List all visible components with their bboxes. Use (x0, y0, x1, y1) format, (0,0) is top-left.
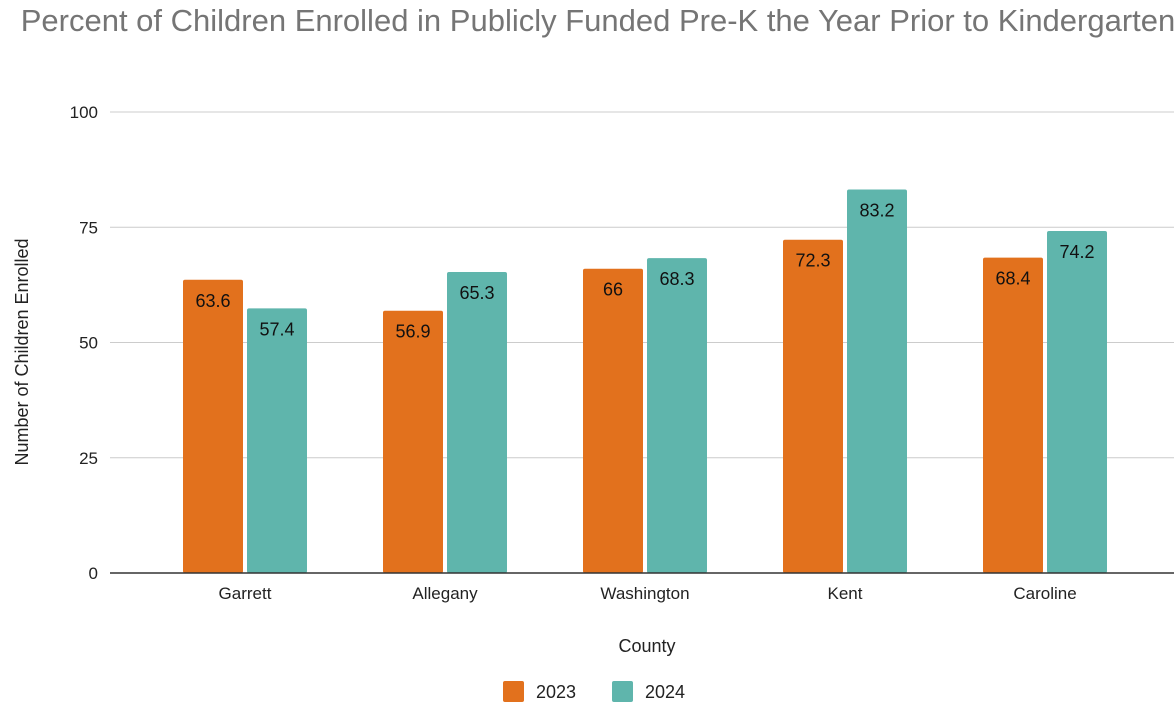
bars (183, 189, 1107, 574)
data-label: 68.3 (659, 269, 694, 289)
y-tick-label: 25 (79, 449, 98, 468)
y-tick-label: 100 (70, 103, 98, 122)
legend-swatch (612, 681, 633, 702)
bar (983, 257, 1043, 573)
x-tick-label: Allegany (412, 584, 478, 603)
y-tick-label: 75 (79, 218, 98, 237)
x-tick-label: Kent (828, 584, 863, 603)
y-axis-ticks: 0 25 50 75 100 (70, 103, 98, 583)
y-tick-label: 50 (79, 334, 98, 353)
data-labels: 63.6 57.4 56.9 65.3 66 68.3 72.3 83.2 68.4 74.2 (195, 200, 1094, 341)
chart-title: Percent of Children Enrolled in Publicly… (20, 3, 1174, 38)
data-label: 56.9 (395, 322, 430, 342)
legend-label: 2024 (645, 682, 685, 702)
bar (847, 189, 907, 573)
bar (647, 258, 707, 573)
legend-swatch (503, 681, 524, 702)
bar (183, 279, 243, 573)
legend: 2023 2024 (503, 681, 685, 702)
legend-label: 2023 (536, 682, 576, 702)
data-label: 57.4 (259, 319, 294, 339)
bar (783, 239, 843, 573)
x-tick-label: Caroline (1013, 584, 1076, 603)
data-label: 68.4 (995, 269, 1030, 289)
data-label: 74.2 (1059, 242, 1094, 262)
bar (1047, 230, 1107, 574)
data-label: 63.6 (195, 291, 230, 311)
x-axis-title: County (618, 636, 675, 656)
bar (383, 310, 443, 573)
data-label: 65.3 (459, 283, 494, 303)
bar (583, 268, 643, 573)
x-tick-label: Washington (600, 584, 689, 603)
bar (447, 271, 507, 573)
y-axis-title: Number of Children Enrolled (12, 238, 32, 465)
data-label: 72.3 (795, 251, 830, 271)
data-label: 66 (603, 280, 623, 300)
y-tick-label: 0 (89, 564, 98, 583)
x-tick-label: Garrett (219, 584, 272, 603)
x-axis-ticks: Garrett Allegany Washington Kent Caroline (219, 584, 1077, 603)
bar (247, 308, 307, 573)
data-label: 83.2 (859, 200, 894, 220)
